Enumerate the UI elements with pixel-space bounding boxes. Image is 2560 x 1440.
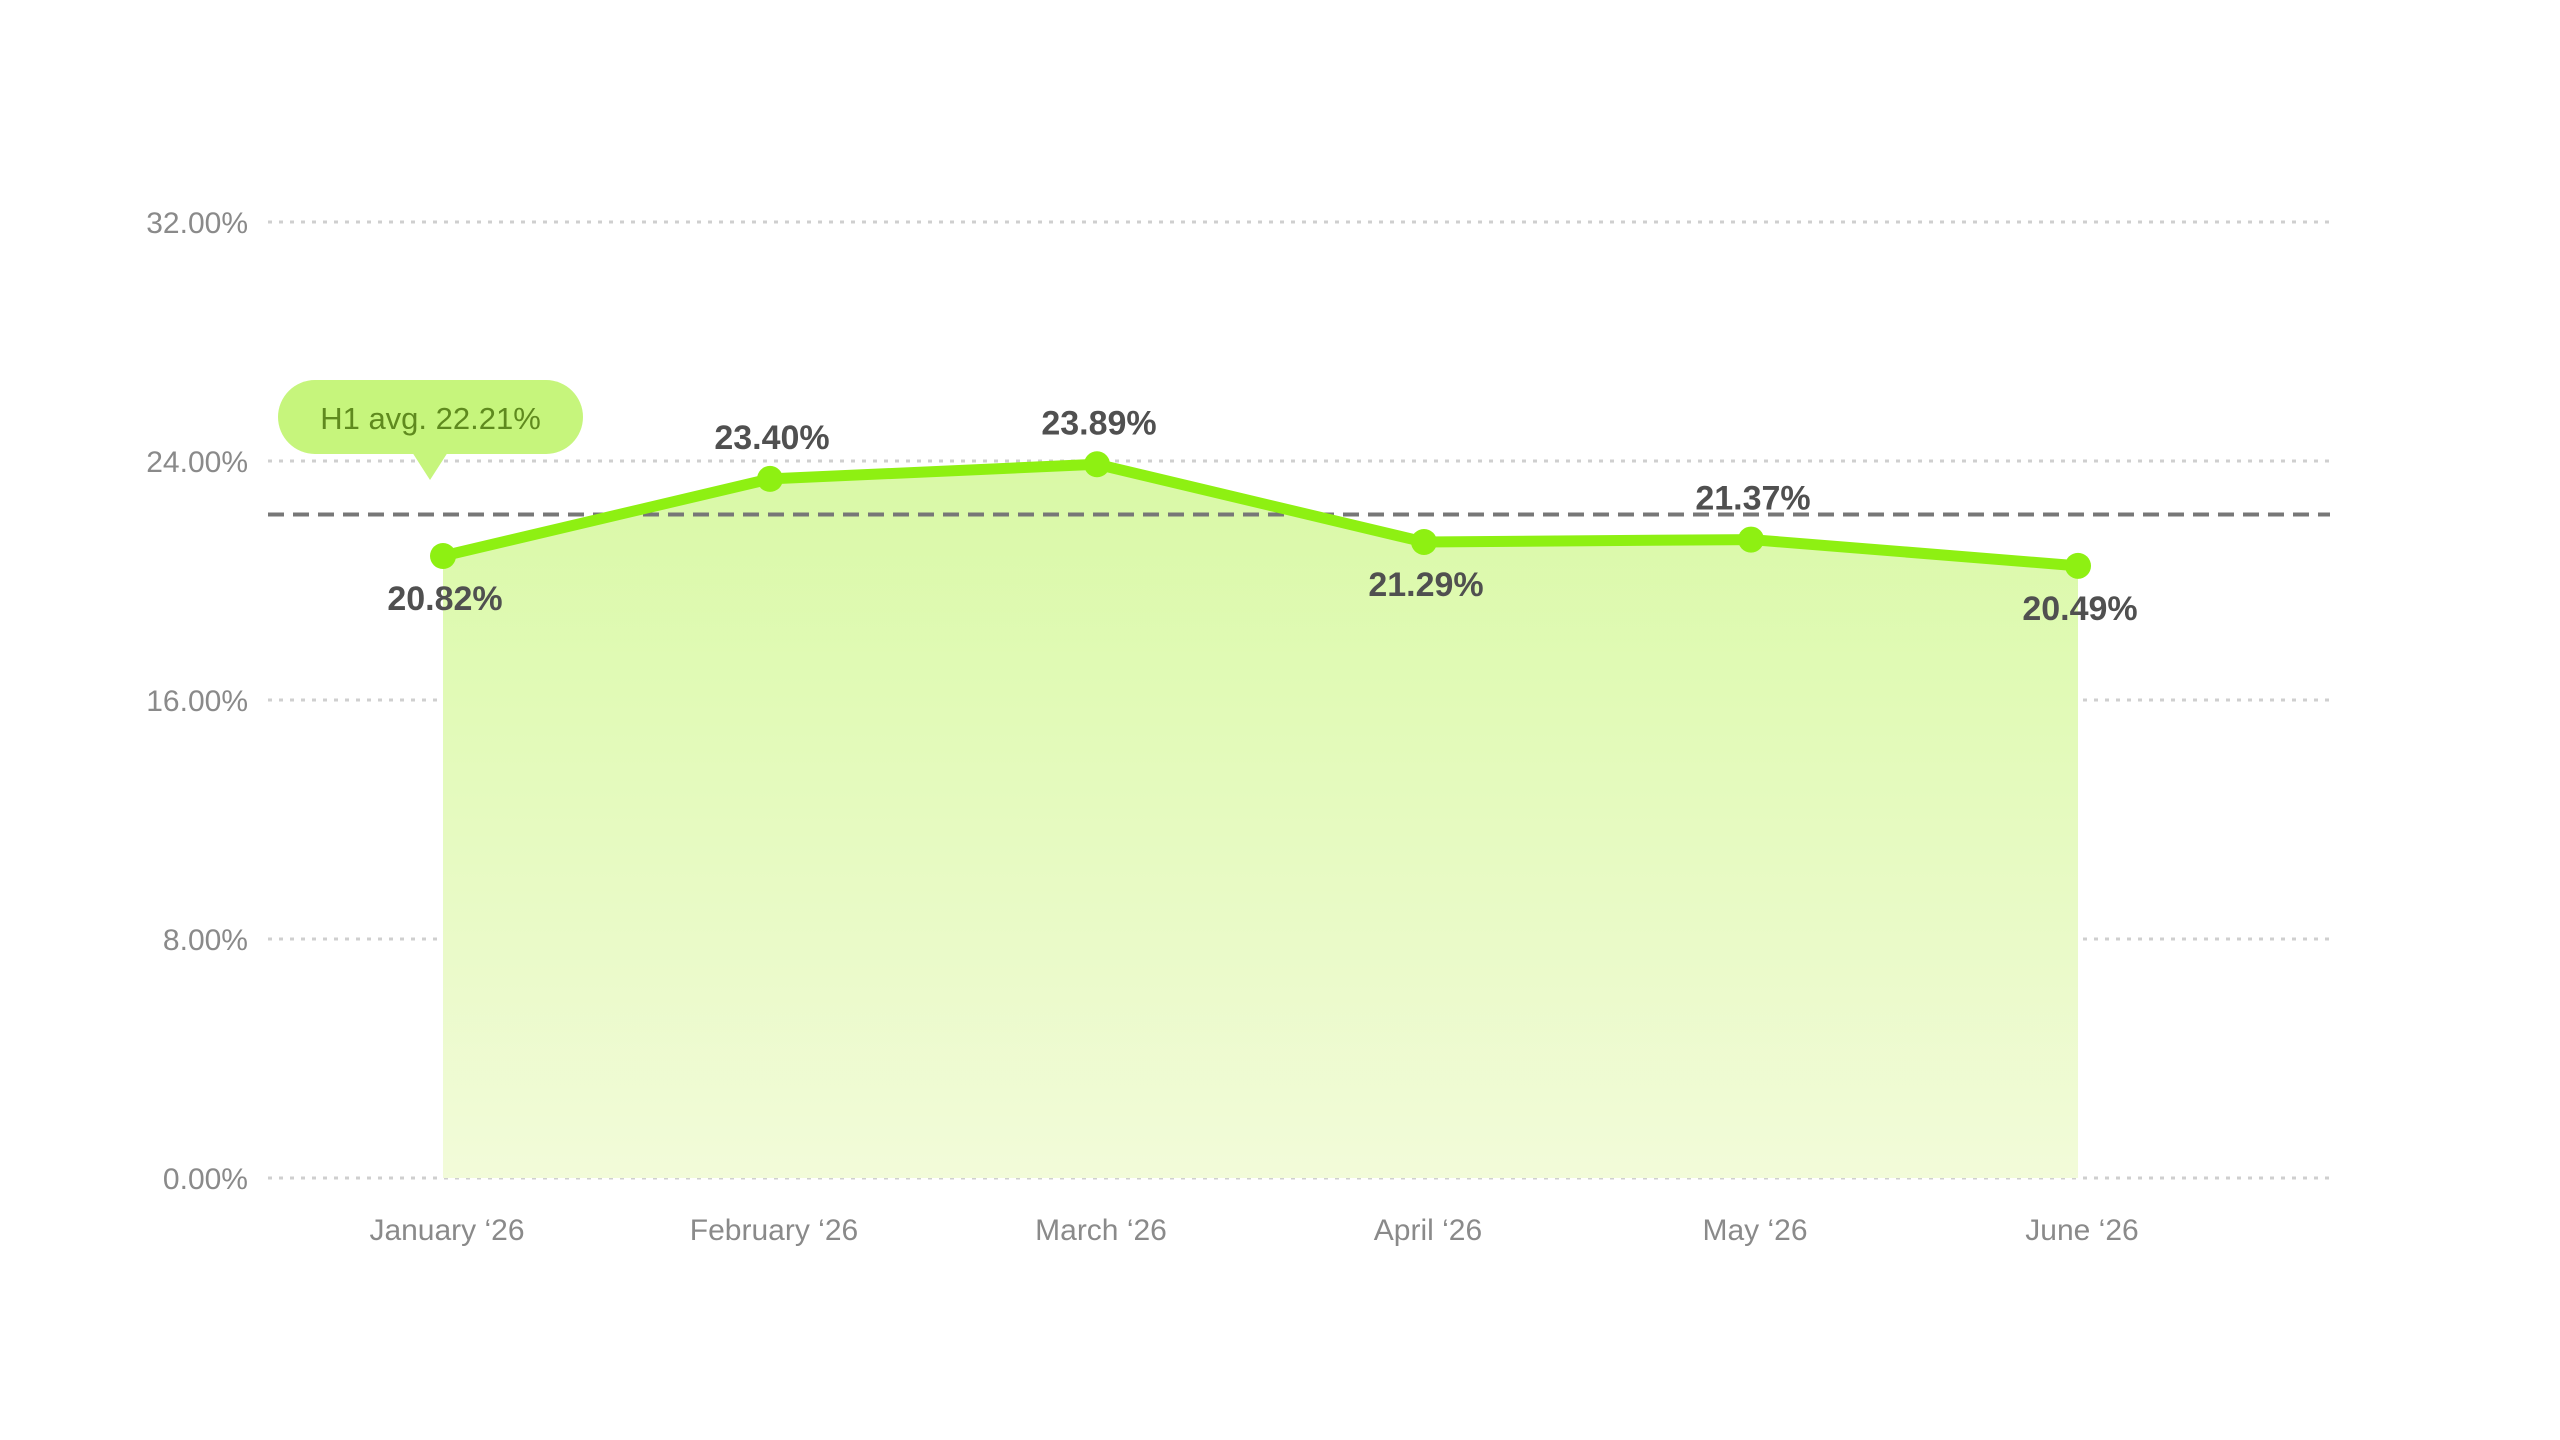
data-points xyxy=(430,451,2091,579)
data-label: 23.89% xyxy=(1041,404,1156,442)
data-point xyxy=(757,465,783,492)
y-tick-label: 32.00% xyxy=(146,207,248,240)
average-badge-pointer xyxy=(412,452,448,480)
average-badge-label: H1 avg. 22.21% xyxy=(320,401,541,436)
data-point xyxy=(1084,451,1110,478)
y-tick-label: 8.00% xyxy=(163,924,248,957)
x-tick-label: May ‘26 xyxy=(1702,1214,1807,1247)
x-tick-label: February ‘26 xyxy=(690,1214,858,1247)
area-fill xyxy=(443,464,2078,1178)
x-axis-ticks: January ‘26 February ‘26 March ‘26 April ‘2… xyxy=(369,1214,2138,1247)
data-point xyxy=(1411,528,1437,555)
data-labels: 20.82% 23.40% 23.89% 21.29% 21.37% 20.49% xyxy=(387,404,2137,628)
data-point xyxy=(1738,526,1764,553)
y-tick-label: 24.00% xyxy=(146,446,248,479)
series-polyline xyxy=(437,458,2084,572)
y-axis-ticks: 0.00% 8.00% 16.00% 24.00% 32.00% xyxy=(146,207,248,1196)
data-label: 20.49% xyxy=(2022,590,2137,628)
data-label: 21.29% xyxy=(1368,566,1483,604)
data-label: 20.82% xyxy=(387,580,502,618)
average-badge: H1 avg. 22.21% xyxy=(278,380,583,480)
x-tick-label: January ‘26 xyxy=(369,1214,524,1247)
data-label: 23.40% xyxy=(714,419,829,457)
data-point xyxy=(2065,552,2091,579)
x-tick-label: March ‘26 xyxy=(1035,1214,1167,1247)
data-point xyxy=(430,543,456,570)
x-tick-label: June ‘26 xyxy=(2025,1214,2138,1247)
area-path xyxy=(443,464,2078,1178)
x-tick-label: April ‘26 xyxy=(1374,1214,1482,1247)
series-line xyxy=(437,458,2084,572)
y-tick-label: 0.00% xyxy=(163,1163,248,1196)
y-tick-label: 16.00% xyxy=(146,685,248,718)
data-label: 21.37% xyxy=(1695,480,1810,518)
average-badge-bg xyxy=(278,380,583,454)
